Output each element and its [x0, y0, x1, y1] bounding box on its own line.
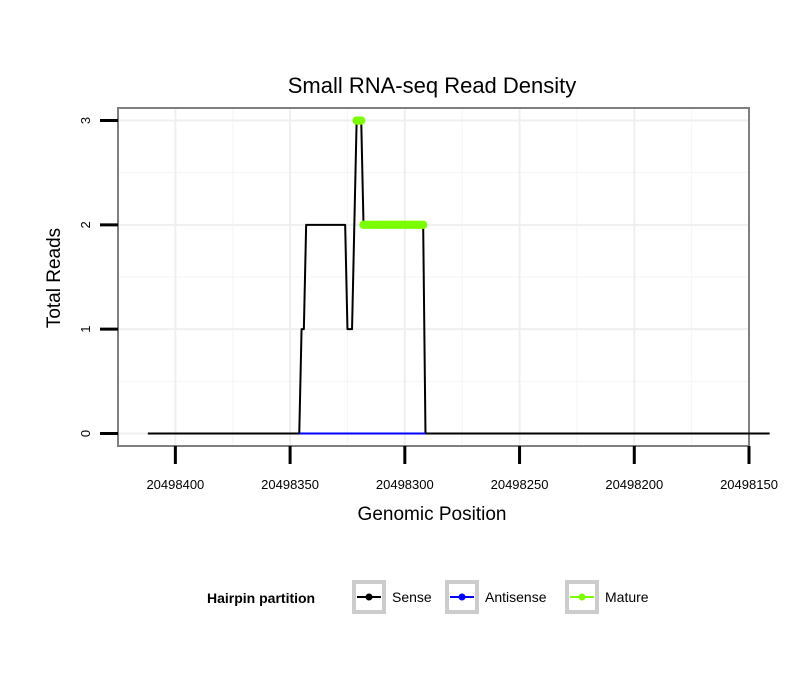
legend-label: Antisense [485, 589, 547, 605]
legend: Hairpin partition Sense Antisense Mature [207, 580, 649, 614]
legend-entry-mature: Mature [565, 580, 649, 614]
legend-key-point [578, 593, 586, 601]
plot-panel [117, 107, 750, 447]
axes: 20498400 20498350 20498300 20498250 20498200… [78, 117, 778, 492]
x-tick-label: 20498300 [376, 477, 434, 492]
x-tick-label: 20498350 [261, 477, 319, 492]
legend-key-point [365, 593, 373, 601]
x-axis-title: Genomic Position [358, 504, 507, 525]
x-tick-label: 20498400 [146, 477, 204, 492]
series-layer [147, 116, 770, 435]
series-mature [352, 116, 428, 230]
legend-label: Mature [605, 589, 649, 605]
legend-entry-antisense: Antisense [445, 580, 547, 614]
x-tick-label: 20498200 [605, 477, 663, 492]
chart-title: Small RNA-seq Read Density [288, 73, 577, 98]
x-tick-label: 20498250 [491, 477, 549, 492]
y-tick-label: 3 [78, 117, 93, 124]
y-tick-label: 0 [78, 430, 93, 437]
x-tick-label: 20498150 [720, 477, 778, 492]
y-axis-title: Total Reads [44, 228, 65, 328]
legend-label: Sense [392, 589, 432, 605]
data-point [418, 220, 428, 230]
y-tick-label: 2 [78, 221, 93, 228]
legend-title: Hairpin partition [207, 590, 315, 606]
legend-key-point [458, 593, 466, 601]
legend-entry-sense: Sense [352, 580, 432, 614]
grid-lines [118, 108, 750, 446]
y-tick-label: 1 [78, 326, 93, 333]
data-point [357, 116, 366, 125]
